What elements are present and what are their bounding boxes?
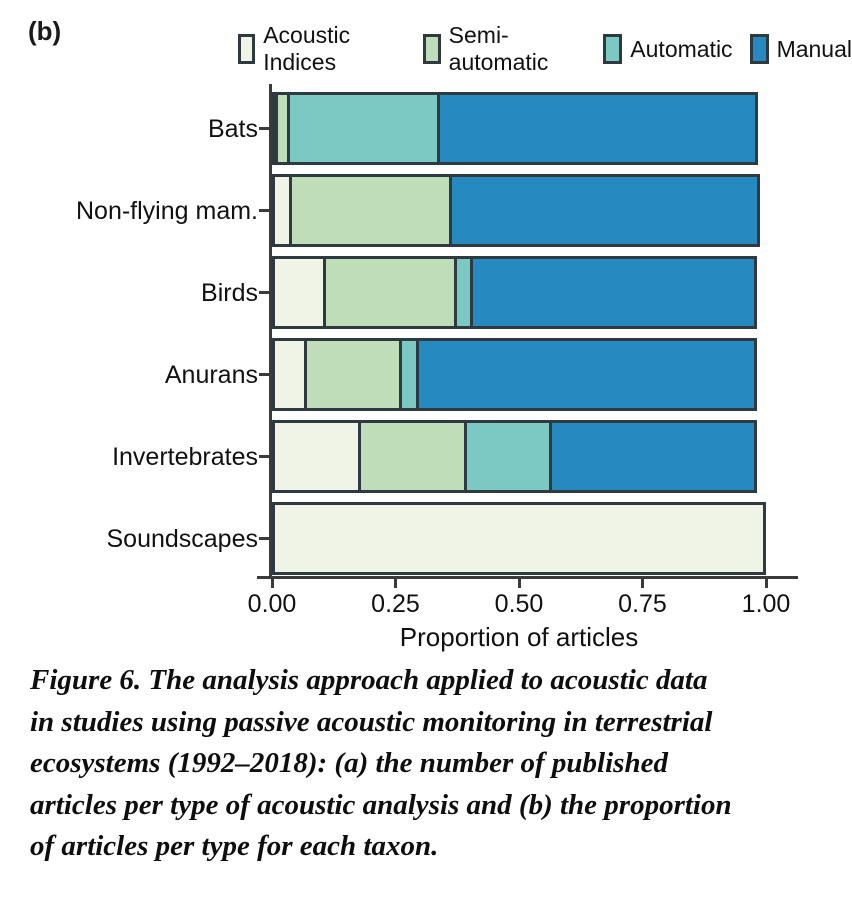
x-axis-tick xyxy=(394,579,397,588)
x-tick-label: 0.75 xyxy=(618,590,667,618)
y-axis-tick xyxy=(259,455,269,458)
bar-segment xyxy=(549,420,757,493)
bar-row xyxy=(272,338,766,411)
caption-line: ecosystems (1992–2018): (a) the number o… xyxy=(30,747,668,779)
x-axis-line xyxy=(257,576,798,579)
category-label: Soundscapes xyxy=(106,524,258,553)
legend-label: Manual xyxy=(776,35,852,62)
x-axis-tick xyxy=(517,579,521,588)
y-axis-tick xyxy=(259,127,269,130)
caption-line: articles per type of acoustic analysis a… xyxy=(30,788,732,821)
category-label: Invertebrates xyxy=(112,442,258,471)
bar-segment xyxy=(288,174,452,247)
bar-segment xyxy=(357,420,467,493)
panel-label: (b) xyxy=(28,16,62,46)
caption-line: Figure 6. The analysis approach applied … xyxy=(30,664,708,696)
legend-label: Automatic xyxy=(630,35,733,62)
legend-label: Acoustic Indices xyxy=(263,22,351,75)
bar-segment xyxy=(463,420,553,493)
bar-row xyxy=(272,174,766,247)
legend-label: Semi-automatic xyxy=(448,22,549,75)
bar-row xyxy=(272,92,766,165)
legend-item: Manual xyxy=(749,34,852,64)
bar-row xyxy=(272,256,766,329)
category-label: Bats xyxy=(207,114,258,143)
x-tick-label: 1.00 xyxy=(741,590,791,618)
bar-segment xyxy=(416,338,757,411)
caption-line: of articles per type for each taxon. xyxy=(30,830,439,862)
category-label: Anurans xyxy=(164,360,258,389)
x-axis-tick xyxy=(270,579,274,588)
category-label: Birds xyxy=(201,278,258,307)
bar-segment xyxy=(303,338,403,411)
x-axis-title: Proportion of articles xyxy=(399,622,639,652)
bar-segment xyxy=(436,92,759,165)
legend-item: Semi-automatic xyxy=(423,22,586,76)
bar-segment xyxy=(286,92,440,165)
x-tick-label: 0.25 xyxy=(371,590,420,618)
legend-swatch-icon xyxy=(423,34,441,64)
bar-segment xyxy=(272,420,361,493)
legend-swatch-icon xyxy=(749,34,769,64)
x-axis-tick xyxy=(764,579,768,588)
y-axis-line xyxy=(269,84,272,577)
y-axis-tick xyxy=(259,291,269,294)
legend-item: Automatic xyxy=(603,34,733,64)
category-label: Non-flying mam. xyxy=(76,196,258,225)
figure-caption: Figure 6. The analysis approach applied … xyxy=(30,660,835,868)
bar-segment xyxy=(272,338,307,411)
bar-segment xyxy=(448,174,760,247)
y-axis-tick xyxy=(259,209,269,212)
legend: Acoustic Indices Semi-automatic Automatic M… xyxy=(238,22,852,76)
legend-item: Acoustic Indices xyxy=(238,22,406,76)
bar-row xyxy=(272,502,766,575)
caption-line: in studies using passive acoustic monito… xyxy=(30,705,713,738)
x-axis-tick xyxy=(641,579,644,588)
legend-swatch-icon xyxy=(603,34,623,64)
bar-segment xyxy=(272,502,766,575)
legend-swatch-icon xyxy=(238,34,256,64)
bar-row xyxy=(272,420,766,493)
bar-segment xyxy=(272,256,327,329)
bar-segment xyxy=(470,256,757,329)
bar-segment xyxy=(323,256,457,329)
x-tick-label: 0.50 xyxy=(494,590,544,618)
x-tick-label: 0.00 xyxy=(247,590,297,618)
y-axis-tick xyxy=(259,373,269,376)
y-axis-tick xyxy=(259,537,269,540)
